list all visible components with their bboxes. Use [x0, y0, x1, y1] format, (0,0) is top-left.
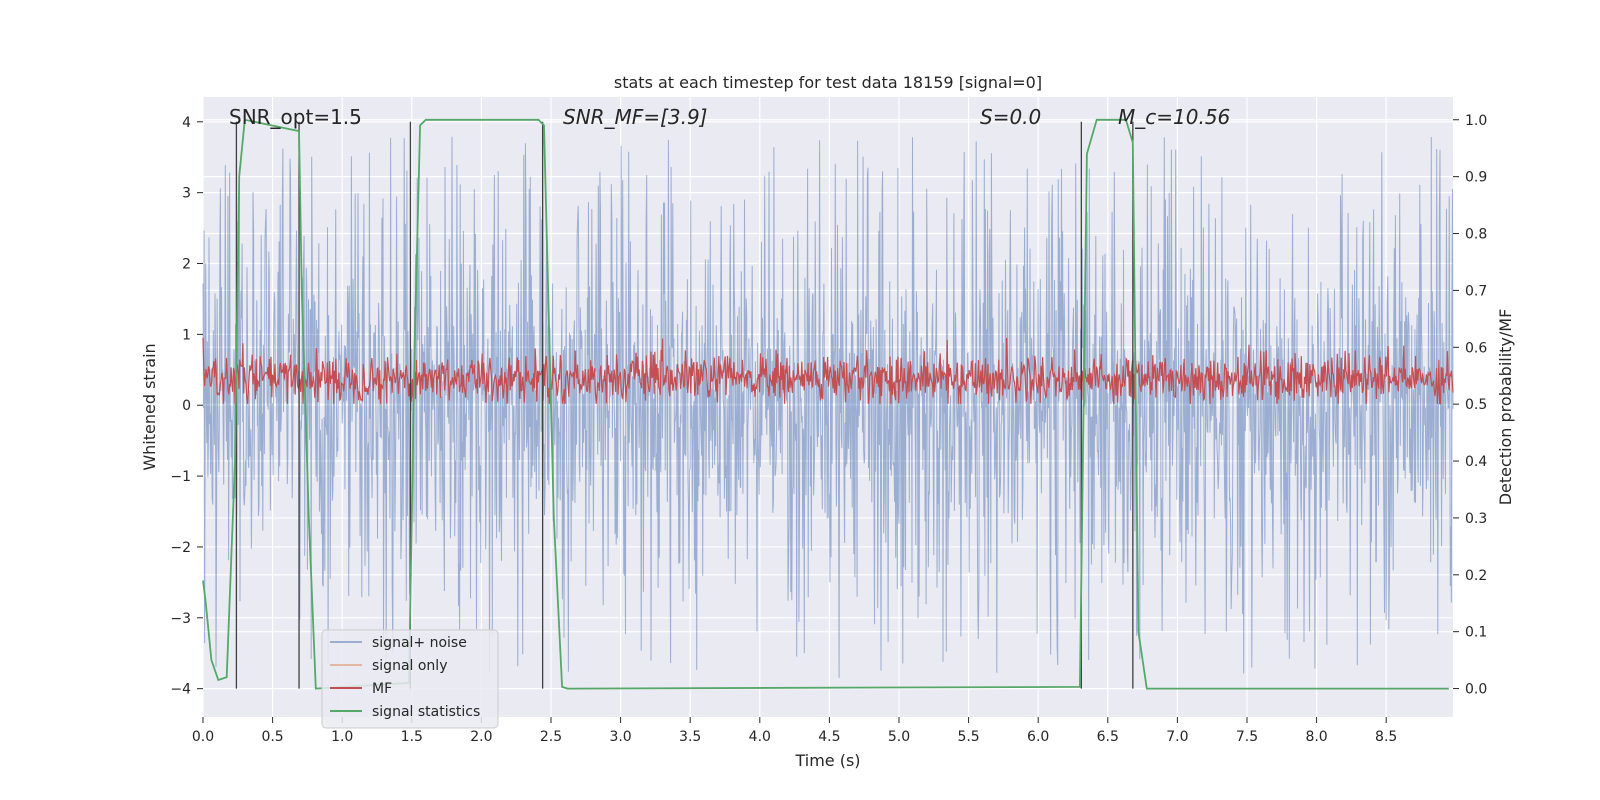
legend-label-signal-only: signal only	[372, 658, 447, 674]
x-tick-label: 8.0	[1305, 729, 1327, 745]
y-tick-label-left: 1	[182, 327, 191, 343]
y-tick-label-right: 0.1	[1465, 625, 1487, 641]
signal-statistics-line	[202, 118, 1449, 690]
legend-label-signal-statistics: signal statistics	[372, 704, 480, 720]
y-tick-label-left: −4	[170, 682, 191, 698]
x-tick-label: 5.5	[957, 729, 979, 745]
y-tick-label-right: 0.8	[1465, 227, 1487, 243]
annotation-mc: M_c=10.56	[1118, 105, 1230, 129]
annotation-snr-opt: SNR_opt=1.5	[229, 105, 362, 129]
y-tick-label-right: 1.0	[1465, 113, 1487, 129]
legend-label-signal-noise: signal+ noise	[372, 635, 467, 651]
y-tick-label-right: 0.3	[1465, 511, 1487, 527]
x-tick-label: 2.0	[470, 729, 492, 745]
x-tick-label: 3.0	[609, 729, 631, 745]
y-tick-label-right: 0.9	[1465, 170, 1487, 186]
x-tick-label: 6.0	[1027, 729, 1049, 745]
x-tick-label: 1.5	[401, 729, 423, 745]
y-tick-label-right: 0.5	[1465, 397, 1487, 413]
y-axis-label-left: Whitened strain	[140, 343, 159, 470]
x-tick-label: 4.0	[749, 729, 771, 745]
x-tick-label: 6.5	[1097, 729, 1119, 745]
x-tick-label: 0.5	[261, 729, 283, 745]
y-tick-label-right: 0.4	[1465, 454, 1487, 470]
x-tick-label: 2.5	[540, 729, 562, 745]
y-tick-label-left: 2	[182, 257, 191, 273]
y-tick-label-right: 0.6	[1465, 340, 1487, 356]
y-tick-label-left: 0	[182, 398, 191, 414]
x-tick-label: 4.5	[818, 729, 840, 745]
annotation-snr-mf: SNR_MF=[3.9]	[563, 105, 707, 129]
grid	[202, 97, 1453, 717]
ticks: 0.0 0.5 1.0 1.5 2.0 2.5 3.0 3.5 4.0 4.5 5.0 5.5 6.0 6…	[170, 113, 1487, 745]
y-tick-label-left: −1	[170, 469, 191, 485]
y-tick-label-right: 0.7	[1465, 283, 1487, 299]
mf-line	[202, 337, 1454, 405]
x-tick-label: 0.0	[192, 729, 214, 745]
x-tick-label: 1.0	[331, 729, 353, 745]
signal-statistics-trace	[202, 118, 1449, 690]
y-tick-label-left: −2	[170, 540, 191, 556]
y-tick-label-left: −3	[170, 611, 191, 627]
y-tick-label-right: 0.0	[1465, 682, 1487, 698]
y-tick-label-left: 3	[182, 186, 191, 202]
annotation-s: S=0.0	[980, 105, 1041, 129]
y-tick-label-right: 0.2	[1465, 568, 1487, 584]
legend-label-mf: MF	[372, 681, 392, 697]
x-tick-label: 3.5	[679, 729, 701, 745]
x-axis-label: Time (s)	[794, 751, 860, 770]
legend-box	[321, 629, 499, 729]
y-tick-label-left: 4	[182, 115, 191, 131]
chart-title: stats at each timestep for test data 181…	[614, 73, 1042, 92]
legend: signal+ noise signal only MF signal stat…	[321, 629, 499, 729]
mf-trace	[202, 337, 1454, 405]
x-tick-label: 7.0	[1166, 729, 1188, 745]
x-tick-label: 7.5	[1236, 729, 1258, 745]
y-axis-label-right: Detection probability/MF	[1496, 309, 1515, 506]
x-tick-label: 8.5	[1375, 729, 1397, 745]
x-tick-label: 5.0	[888, 729, 910, 745]
